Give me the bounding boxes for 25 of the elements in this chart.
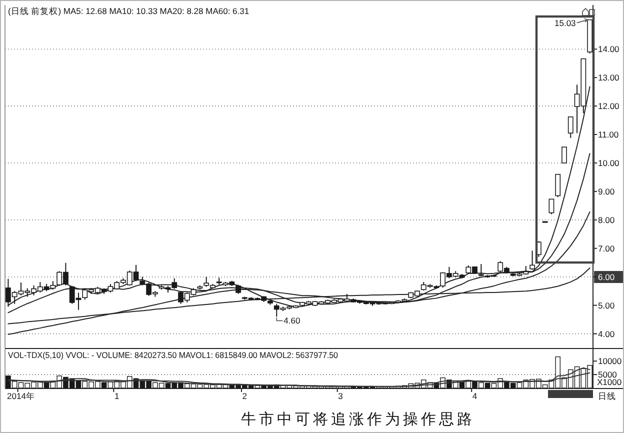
annotation: 4.60	[284, 316, 300, 326]
y-tick-label: 4.00	[598, 328, 615, 339]
x-tick-label: 2014年	[7, 391, 35, 401]
x-tick-label: 4	[472, 391, 478, 401]
y-axis-title: X1000	[597, 377, 622, 387]
y-tick-label: 10000	[598, 356, 622, 366]
text: 牛市中可将追涨作为操作思路	[241, 411, 475, 428]
y-tick-label: 7.00	[598, 243, 615, 254]
y-tick-label: 6.00	[598, 272, 615, 282]
y-tick-label: 13.00	[598, 72, 620, 83]
chart-title: (日线 前复权) MA5: 12.68 MA10: 10.33 MA20: 8.28 MA60: 6.31	[8, 6, 250, 16]
y-tick-label: 12.00	[598, 101, 620, 112]
y-tick-label: 11.00	[598, 130, 619, 140]
y-tick-label: 10.00	[598, 158, 620, 168]
text: 日线	[598, 391, 616, 401]
y-tick-label: 5.00	[598, 300, 615, 310]
y-tick-label: 5000	[598, 370, 618, 380]
y-tick-label: 14.00	[598, 44, 620, 54]
y-tick-label: 8.00	[598, 214, 615, 225]
x-tick-label: 3	[338, 391, 344, 401]
x-tick-label: 1	[114, 391, 120, 401]
annotation: 15.03	[554, 18, 576, 28]
y-tick-label: 9.00	[598, 186, 615, 196]
chart-title: VOL-TDX(5,10) VVOL: - VOLUME: 8420273.50 MAVOL1: 6815849.00 MAVOL2: 5637977.50	[8, 350, 360, 360]
x-tick-label: 2	[242, 391, 248, 401]
